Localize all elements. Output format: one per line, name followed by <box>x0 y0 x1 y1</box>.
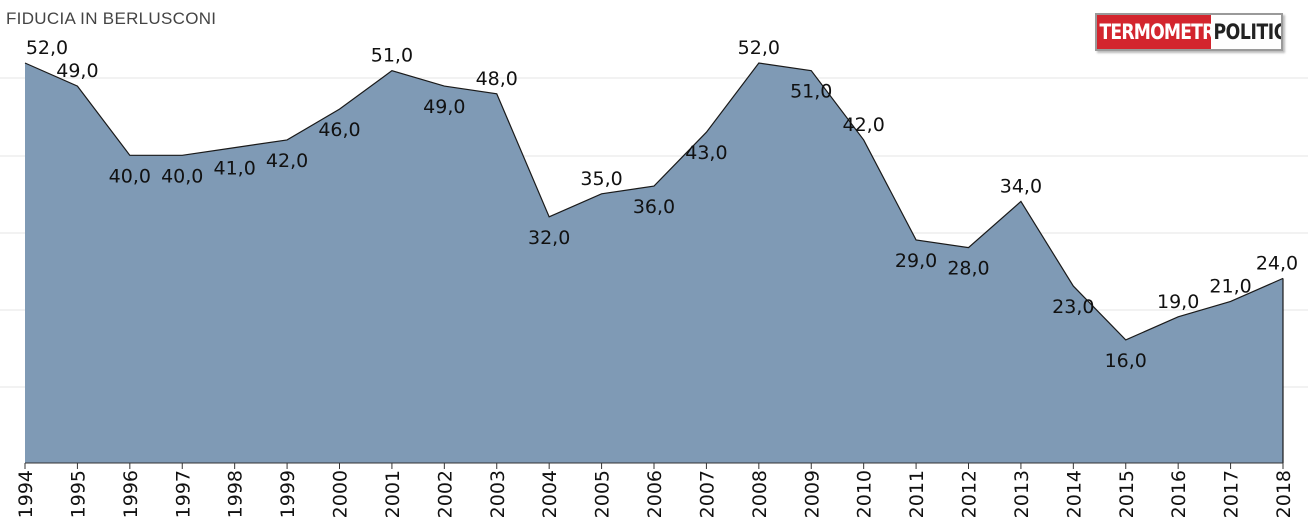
data-label: 46,0 <box>318 119 360 141</box>
data-label: 16,0 <box>1105 350 1147 372</box>
x-tick-label: 2016 <box>1168 470 1190 518</box>
x-tick-label: 1995 <box>67 470 89 518</box>
area-fill <box>25 63 1283 463</box>
data-label: 49,0 <box>423 96 465 118</box>
data-label: 36,0 <box>633 196 675 218</box>
data-labels: 52,049,040,0 40,0 41,0 42,046,051,049,048,0… <box>26 37 1298 372</box>
x-tick-label: 2001 <box>382 470 404 518</box>
area-layer <box>24 62 1284 464</box>
x-tick-label: 2010 <box>854 470 876 518</box>
x-tick-label: 2005 <box>592 470 614 518</box>
data-label: 41,0 <box>214 158 256 180</box>
data-label: 48,0 <box>476 68 518 90</box>
data-label: 24,0 <box>1256 252 1298 274</box>
x-tick-label: 2012 <box>959 470 981 518</box>
area-line <box>24 62 1284 341</box>
x-tick-label: 2004 <box>539 470 561 518</box>
x-tick-label: 2007 <box>696 470 718 518</box>
x-tick-label: 2009 <box>801 470 823 518</box>
data-label: 35,0 <box>580 168 622 190</box>
data-label: 49,0 <box>56 60 98 82</box>
logo-part-termometro: TERMOMETRO <box>1097 15 1211 49</box>
x-tick-label: 2013 <box>1011 470 1033 518</box>
chart-title: FIDUCIA IN BERLUSCONI <box>6 9 217 28</box>
data-label: 51,0 <box>790 81 832 103</box>
x-tick-label: 2015 <box>1116 470 1138 518</box>
data-label: 43,0 <box>685 142 727 164</box>
x-tick-label: 2003 <box>487 470 509 518</box>
data-label: 21,0 <box>1209 275 1251 297</box>
x-tick-label: 1999 <box>277 470 299 518</box>
data-label: 19,0 <box>1157 291 1199 313</box>
x-tick-label: 2017 <box>1221 470 1243 518</box>
x-tick-label: 2014 <box>1063 470 1085 518</box>
data-label: 34,0 <box>1000 175 1042 197</box>
data-label: 42,0 <box>266 150 308 172</box>
x-tick-label: 1996 <box>120 470 142 518</box>
x-tick-label: 1998 <box>225 470 247 518</box>
x-tick-label: 2006 <box>644 470 666 518</box>
logo-part-politico: POLITICO <box>1211 15 1281 49</box>
data-label: 40,0 <box>109 165 151 187</box>
x-tick-label: 2018 <box>1273 470 1295 518</box>
data-label: 42,0 <box>843 114 885 136</box>
data-label: 51,0 <box>371 45 413 67</box>
data-label: 23,0 <box>1052 296 1094 318</box>
data-label: 40,0 <box>161 165 203 187</box>
data-label: 32,0 <box>528 227 570 249</box>
x-tick-label: 2011 <box>906 470 928 518</box>
x-tick-label: 2002 <box>434 470 456 518</box>
x-tick-label: 2008 <box>749 470 771 518</box>
data-label: 52,0 <box>26 37 68 59</box>
x-tick-label: 1997 <box>172 470 194 518</box>
termometro-politico-logo: TERMOMETRO POLITICO <box>1095 13 1283 51</box>
data-label: 52,0 <box>738 37 780 59</box>
x-axis: 1994 1995 1996 1997 1998 1999 2000 2001 2002 2003… <box>15 463 1295 518</box>
data-label: 29,0 <box>895 250 937 272</box>
x-tick-label: 2000 <box>330 470 352 518</box>
x-tick-label: 1994 <box>15 470 37 518</box>
data-label: 28,0 <box>947 258 989 280</box>
